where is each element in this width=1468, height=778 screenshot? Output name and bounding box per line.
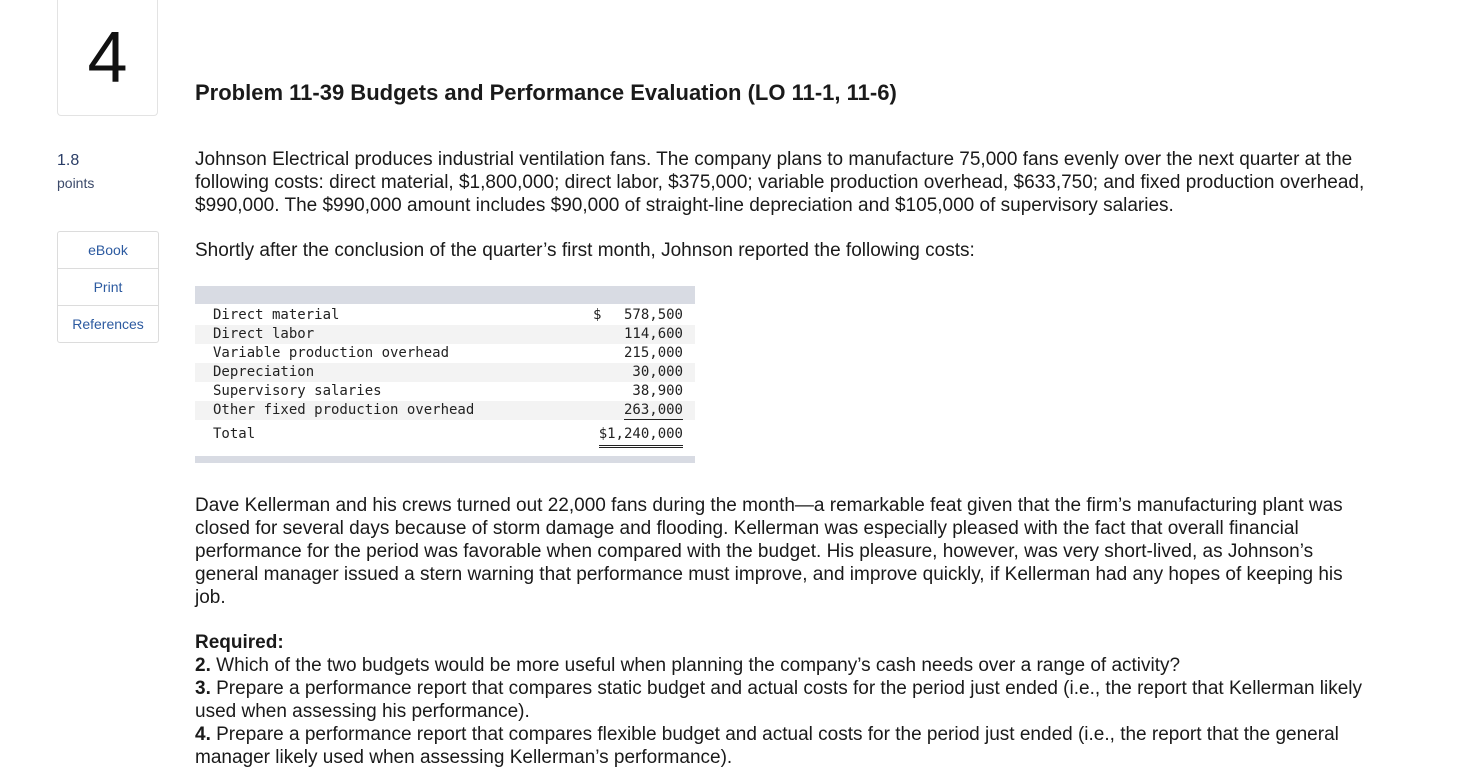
row-value: 38,900 [632, 383, 683, 399]
row-value: 215,000 [623, 345, 683, 361]
table-row: Direct labor 114,600 [195, 325, 695, 344]
required-item: 3. Prepare a performance report that com… [195, 677, 1375, 723]
question-number: 4 [87, 17, 128, 98]
problem-title: Problem 11-39 Budgets and Performance Ev… [195, 80, 897, 105]
required-section: Required: 2. Which of the two budgets wo… [195, 631, 1375, 769]
required-item: 2. Which of the two budgets would be mor… [195, 654, 1375, 677]
total-value: $1,240,000 [598, 426, 683, 448]
row-label: Variable production overhead [213, 345, 450, 361]
row-value: 578,500 [623, 307, 683, 323]
row-value: 263,000 [623, 402, 683, 420]
row-label: Supervisory salaries [213, 383, 382, 399]
item-number: 4. [195, 724, 211, 745]
row-label: Other fixed production overhead [213, 402, 475, 418]
table-row: Direct material $ 578,500 [195, 306, 695, 325]
table-row: Variable production overhead 215,000 [195, 344, 695, 363]
problem-intro: Johnson Electrical produces industrial v… [195, 149, 1365, 216]
item-number: 2. [195, 655, 211, 676]
required-item: 4. Prepare a performance report that com… [195, 723, 1375, 769]
currency-symbol: $ [593, 307, 602, 323]
table-row: Depreciation 30,000 [195, 363, 695, 382]
item-text: Prepare a performance report that compar… [195, 724, 1339, 768]
item-text: Which of the two budgets would be more u… [210, 655, 1181, 676]
question-number-box: 4 [57, 0, 158, 116]
scenario-paragraph: Dave Kellerman and his crews turned out … [195, 495, 1343, 608]
total-label: Total [213, 426, 256, 442]
item-number: 3. [195, 678, 211, 699]
row-value: 114,600 [623, 326, 683, 342]
costs-intro: Shortly after the conclusion of the quar… [195, 240, 975, 261]
points-value: 1.8 [57, 152, 80, 169]
references-link[interactable]: References [72, 316, 144, 332]
row-value: 30,000 [632, 364, 683, 380]
resource-links: eBook Print References [57, 231, 159, 343]
table-row: Other fixed production overhead 263,000 [195, 401, 695, 420]
points-label: points [57, 175, 95, 191]
print-link[interactable]: Print [58, 269, 158, 306]
required-heading: Required: [195, 632, 284, 653]
row-label: Direct labor [213, 326, 315, 342]
item-text: Prepare a performance report that compar… [195, 678, 1363, 722]
ebook-link[interactable]: eBook [58, 232, 158, 269]
row-label: Direct material [213, 307, 340, 323]
table-row: Supervisory salaries 38,900 [195, 382, 695, 401]
row-label: Depreciation [213, 364, 315, 380]
total-row: Total $1,240,000 [195, 425, 695, 448]
cost-table: Direct material $ 578,500 Direct labor 1… [195, 286, 695, 463]
